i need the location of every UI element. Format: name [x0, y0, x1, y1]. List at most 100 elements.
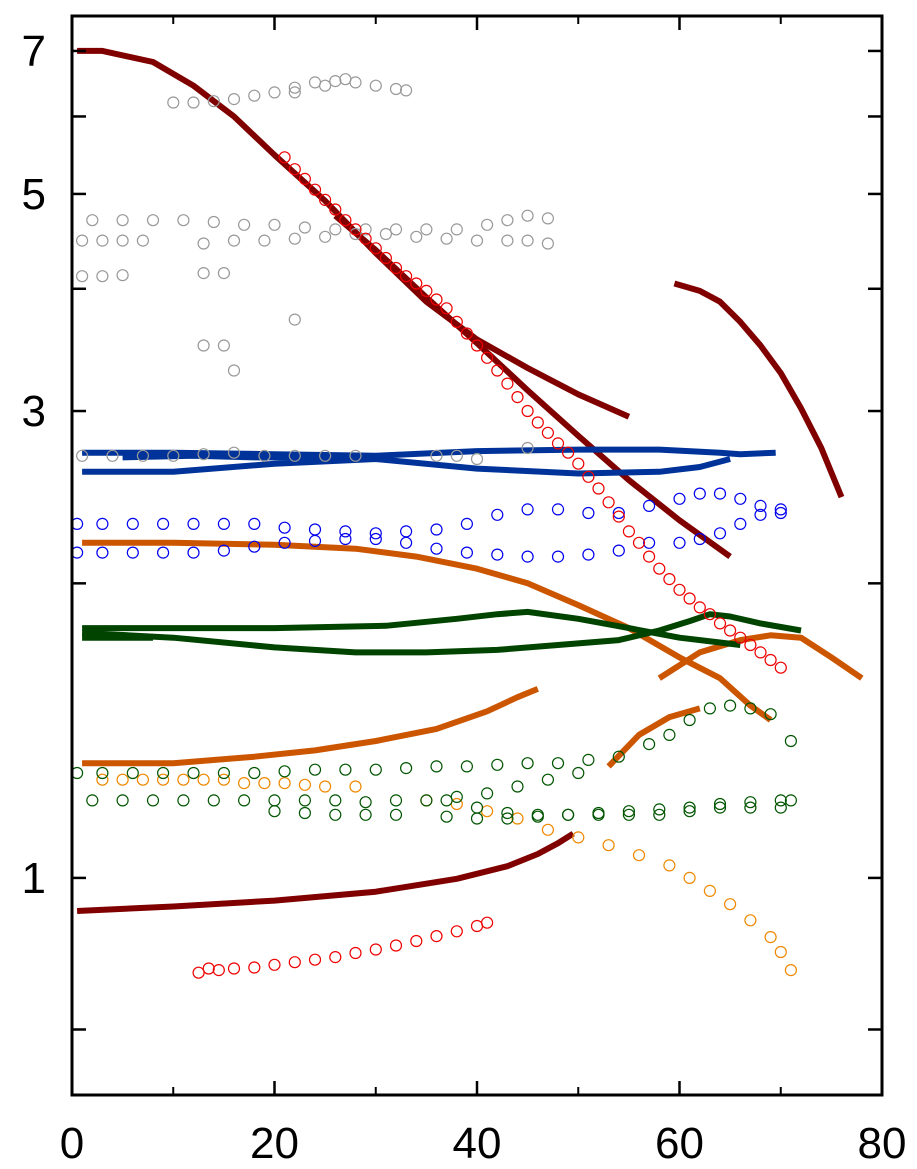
data-point [207, 95, 220, 108]
data-point [531, 808, 544, 821]
data-point [288, 81, 301, 94]
data-point [612, 750, 625, 763]
series-line [82, 446, 776, 459]
data-point [197, 237, 210, 250]
plot-frame [70, 14, 884, 1097]
data-point [258, 776, 271, 790]
data-point [329, 794, 342, 807]
data-point [96, 234, 109, 247]
data-point [400, 270, 413, 283]
data-point [673, 583, 686, 596]
data-point [653, 803, 666, 816]
data-point [501, 806, 514, 820]
data-point [683, 801, 696, 814]
data-point [450, 223, 463, 236]
data-point [339, 532, 352, 546]
data-point [308, 183, 322, 196]
data-point [501, 214, 514, 227]
series-15 [86, 209, 555, 236]
data-point [278, 536, 291, 549]
series-line [673, 280, 845, 499]
series-3 [76, 831, 575, 914]
data-point [308, 953, 322, 966]
data-point [96, 766, 109, 780]
data-point [400, 536, 413, 549]
data-point [541, 426, 555, 439]
data-point [400, 84, 413, 97]
data-point [491, 508, 504, 521]
data-point [187, 96, 200, 109]
data-point [663, 728, 676, 742]
data-point [774, 503, 787, 516]
series-line [76, 831, 575, 914]
series-10 [82, 686, 539, 767]
data-point [632, 849, 646, 862]
data-point [774, 661, 787, 674]
data-point [207, 794, 220, 807]
data-point [389, 794, 403, 807]
data-point [227, 446, 241, 459]
data-point [754, 646, 767, 659]
data-point [258, 234, 271, 247]
data-point [653, 562, 666, 575]
data-point [572, 457, 585, 470]
series-16 [197, 227, 555, 250]
data-point [440, 232, 453, 245]
data-point [349, 223, 362, 236]
data-point [713, 797, 727, 811]
data-point [349, 449, 362, 462]
series-23 [192, 916, 494, 979]
data-point [146, 214, 160, 227]
data-point [227, 364, 241, 377]
data-point [703, 702, 717, 715]
data-point [308, 763, 322, 776]
data-point [126, 517, 139, 531]
data-point [470, 452, 484, 466]
data-point [167, 96, 180, 109]
data-point [248, 517, 261, 531]
series-19 [75, 441, 534, 466]
data-point [511, 812, 524, 825]
data-point [582, 753, 595, 767]
data-point [116, 773, 129, 786]
data-point [541, 823, 555, 836]
data-point [460, 327, 473, 340]
data-point [116, 269, 129, 282]
data-point [754, 508, 767, 521]
data-point [369, 527, 382, 540]
data-point [248, 89, 261, 102]
data-point [622, 525, 636, 538]
data-point [116, 234, 129, 247]
data-point [713, 801, 727, 814]
data-point [248, 961, 261, 974]
data-point [521, 209, 534, 222]
data-point [349, 780, 362, 793]
series-7 [82, 539, 773, 723]
data-point [157, 546, 170, 559]
data-point [663, 859, 676, 872]
data-point [754, 499, 767, 512]
data-point [298, 221, 311, 234]
data-point [521, 550, 534, 563]
data-point [420, 284, 433, 297]
data-point [96, 546, 109, 559]
data-point [430, 929, 443, 943]
x-tick-label: 0 [60, 1119, 84, 1168]
data-point [764, 708, 777, 721]
data-point [430, 449, 443, 462]
data-point [369, 79, 382, 92]
data-point [217, 339, 230, 352]
data-point [288, 163, 301, 176]
y-tick-label: 5 [22, 170, 46, 219]
data-point [511, 780, 524, 793]
data-point [192, 966, 205, 979]
data-point [744, 702, 757, 715]
data-point [202, 962, 215, 975]
data-point [410, 934, 423, 948]
y-tick-label: 1 [22, 854, 46, 903]
data-point [602, 496, 615, 509]
data-point [369, 242, 382, 255]
data-point [592, 806, 605, 820]
